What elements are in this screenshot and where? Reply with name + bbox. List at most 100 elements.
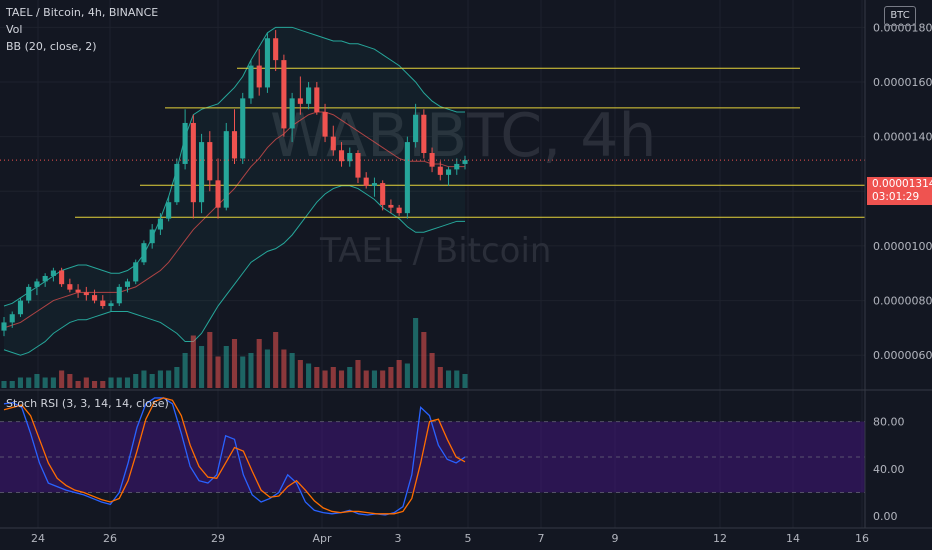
candle-body xyxy=(264,38,270,88)
candle-body xyxy=(67,284,73,290)
volume-bar xyxy=(256,339,262,388)
candle-body xyxy=(330,136,336,151)
last-price-value: 0.00001314 xyxy=(872,178,932,190)
volume-bar xyxy=(437,367,443,388)
candle-body xyxy=(231,131,238,159)
volume-bar xyxy=(338,370,345,388)
candle-body xyxy=(396,207,402,214)
currency-button[interactable]: BTC xyxy=(884,6,916,26)
candle-body xyxy=(388,204,394,208)
volume-bar xyxy=(67,374,73,388)
volume-bar xyxy=(100,381,106,388)
volume-bar xyxy=(355,360,361,388)
candle-body xyxy=(215,180,221,208)
volume-bar xyxy=(116,377,122,388)
volume-bar xyxy=(1,381,7,388)
candle-body xyxy=(199,142,205,203)
price-tick-label: 0.00000600 xyxy=(873,349,932,362)
candle-body xyxy=(454,163,460,170)
volume-bar xyxy=(149,374,155,388)
volume-bar xyxy=(92,381,98,388)
volume-bar xyxy=(17,377,24,388)
volume-bar xyxy=(182,353,188,388)
rsi-d-line xyxy=(3,397,466,515)
rsi-tick-label: 0.00 xyxy=(873,510,898,523)
candle-body xyxy=(347,153,353,162)
volume-bar xyxy=(34,374,40,388)
candle-body xyxy=(363,177,369,186)
volume-bar xyxy=(207,332,213,388)
bar-countdown: 03:01:29 xyxy=(872,191,920,203)
candle-body xyxy=(421,114,427,154)
rsi-band xyxy=(0,421,865,494)
time-tick-label: 5 xyxy=(465,532,472,545)
volume-bar xyxy=(223,346,229,388)
volume-bar xyxy=(421,332,427,388)
vol-legend[interactable]: Vol xyxy=(6,23,23,36)
candle-body xyxy=(182,122,188,164)
candle-body xyxy=(17,300,24,315)
volume-bar xyxy=(347,367,353,388)
volume-bar xyxy=(454,370,460,388)
volume-bar xyxy=(231,339,238,388)
time-tick-label: 12 xyxy=(713,532,727,545)
symbol-title[interactable]: TAEL / Bitcoin, 4h, BINANCE xyxy=(6,6,159,19)
candle-body xyxy=(141,243,147,263)
candle-body xyxy=(338,150,345,162)
volume-bar xyxy=(445,370,452,388)
candle-body xyxy=(322,112,328,137)
rsi-tick-label: 80.00 xyxy=(873,416,905,429)
volume-bar xyxy=(240,356,246,388)
time-tick-label: 7 xyxy=(538,532,545,545)
bb-basis xyxy=(3,111,465,329)
volume-bar xyxy=(26,377,32,388)
volume-bar xyxy=(141,370,147,388)
time-tick-label: Apr xyxy=(312,532,332,545)
volume-bar xyxy=(264,349,270,388)
bb-legend[interactable]: BB (20, close, 2) xyxy=(6,40,97,53)
candle-body xyxy=(240,98,246,159)
time-tick-label: 9 xyxy=(612,532,619,545)
candle-body xyxy=(42,275,48,282)
volume-bar xyxy=(413,318,419,388)
volume-bar xyxy=(190,335,196,388)
volume-bar xyxy=(50,377,56,388)
candle-body xyxy=(34,281,40,287)
time-tick-label: 3 xyxy=(395,532,402,545)
candle-body xyxy=(92,295,98,301)
candle-body xyxy=(116,286,122,304)
candle-body xyxy=(297,98,303,104)
candle-body xyxy=(306,87,312,104)
time-tick-label: 14 xyxy=(786,532,800,545)
candle-body xyxy=(108,303,114,307)
candle-body xyxy=(223,131,229,208)
volume-bar xyxy=(215,356,221,388)
candle-body xyxy=(404,142,410,214)
volume-bar xyxy=(314,367,320,388)
rsi-legend[interactable]: Stoch RSI (3, 3, 14, 14, close) xyxy=(6,397,169,410)
volume-bar xyxy=(289,353,295,388)
volume-bar xyxy=(429,353,435,388)
time-tick-label: 26 xyxy=(103,532,117,545)
candle-body xyxy=(75,289,81,293)
candle-body xyxy=(50,270,56,276)
volume-bar xyxy=(363,370,369,388)
volume-bars xyxy=(1,318,468,388)
last-price-tag: 0.00001314 03:01:29 xyxy=(867,177,932,205)
volume-bar xyxy=(396,360,402,388)
watermark-big: WABIBTC, 4h xyxy=(270,101,656,171)
candle-body xyxy=(314,87,320,113)
volume-bar xyxy=(462,374,468,388)
rsi-tick-label: 40.00 xyxy=(873,463,905,476)
candle-body xyxy=(207,142,213,181)
candle-body xyxy=(174,163,180,203)
volume-bar xyxy=(306,363,312,388)
candle-body xyxy=(281,60,287,129)
volume-bar xyxy=(281,349,287,388)
candles xyxy=(0,30,865,337)
candle-body xyxy=(9,314,15,323)
